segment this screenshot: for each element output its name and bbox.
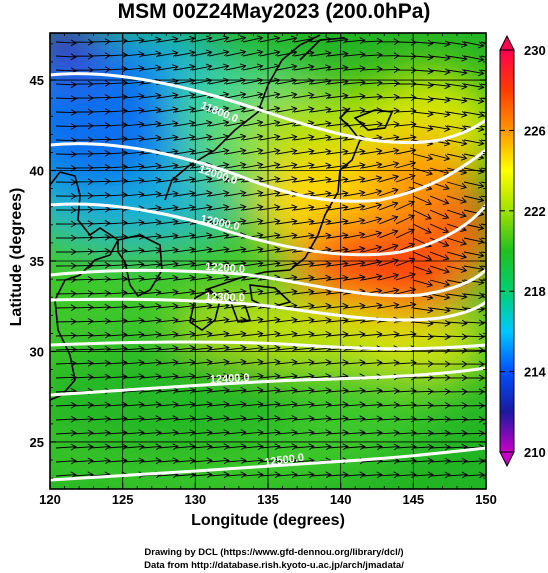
x-tick-label: 130 [184,492,206,507]
x-tick-label: 135 [257,492,279,507]
x-tick-label: 140 [330,492,352,507]
y-axis-label: Latitude (degrees) [8,187,25,327]
y-tick-label: 45 [30,73,44,88]
colorbar-tick-label: 226 [524,123,546,138]
y-tick-label: 25 [30,435,44,450]
contour-line [50,72,486,145]
wind-vectors [55,35,486,479]
colorbar-tick-label: 218 [524,284,546,299]
contour-label: 12300.0 [205,291,245,304]
colorbar-min-arrow [499,451,515,468]
contour-line [50,142,486,203]
credit-data: Data from http://database.rish.kyoto-u.a… [144,560,404,571]
contour-line [50,366,486,397]
x-tick-label: 125 [112,492,134,507]
contour-line [50,340,486,351]
x-tick-label: 120 [39,492,61,507]
y-tick-label: 40 [30,164,44,179]
x-axis-label: Longitude (degrees) [191,512,345,529]
colorbar-max-arrow [499,34,515,51]
map-title: MSM 00Z24May2023 (200.0hPa) [117,0,431,23]
colorbar-tick-label: 214 [524,365,546,380]
contour-label: 12200.0 [205,261,246,276]
colorbar-tick-label: 210 [524,445,546,460]
x-tick-label: 145 [402,492,424,507]
credit-drawing: Drawing by DCL (https://www.gfd-dennou.o… [144,547,404,558]
colorbar-tick-label: 222 [524,204,546,219]
contour-line [50,446,486,482]
y-tick-label: 30 [30,344,44,359]
wind-vector-field [55,35,486,479]
contour-line [50,202,486,257]
y-tick-label: 35 [30,254,44,269]
colorbar-tick-label: 230 [524,43,546,58]
axis-ticks: 120 125 130 135 140 145 150 25 30 35 40 45 [30,33,497,507]
contour-label: 12500.0 [264,452,305,469]
colorbar: 230 226 222 218 214 210 [499,34,546,468]
contour-line [50,297,486,322]
contour-label: 12400.0 [210,372,250,386]
x-tick-label: 150 [475,492,497,507]
height-contours [50,72,486,482]
contour-line [50,268,486,298]
